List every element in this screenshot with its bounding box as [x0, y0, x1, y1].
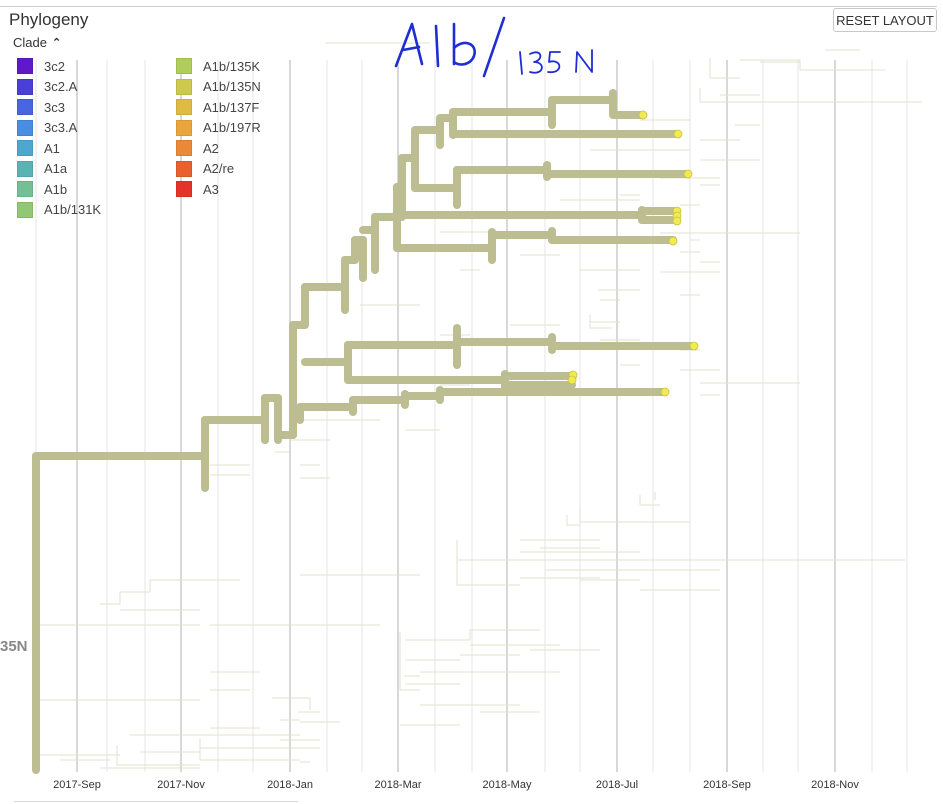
faded-branch[interactable]	[460, 251, 720, 273]
axis-tick-label: 2017-Nov	[157, 779, 205, 791]
selected-branch[interactable]	[341, 236, 359, 264]
faded-branch[interactable]	[709, 49, 885, 79]
faded-branch[interactable]	[399, 629, 600, 691]
faded-branch[interactable]	[699, 88, 922, 103]
tip-node[interactable]	[689, 341, 699, 351]
tip-node[interactable]	[672, 216, 682, 226]
tip-node[interactable]	[567, 375, 577, 385]
legend-swatch	[176, 160, 192, 177]
legend-item[interactable]: A3	[176, 180, 219, 198]
legend-item[interactable]: A1	[17, 139, 60, 157]
legend-swatch	[176, 119, 192, 136]
clade-toggle-label: Clade	[13, 35, 47, 50]
faded-branch[interactable]	[100, 574, 720, 611]
legend-label: A1b	[44, 181, 68, 197]
legend-swatch	[176, 140, 192, 156]
legend-label: A1b/135K	[203, 58, 261, 74]
legend-swatch	[17, 201, 33, 218]
legend-swatch	[17, 160, 33, 177]
legend-item[interactable]: A2	[176, 139, 219, 157]
legend-swatch	[176, 99, 192, 115]
tip-node[interactable]	[660, 387, 670, 397]
axis-tick-label: 2017-Sep	[53, 779, 101, 791]
selected-branch[interactable]	[289, 283, 309, 329]
legend-item[interactable]: 3c3	[17, 98, 65, 116]
axis-tick-label: 2018-Nov	[811, 779, 859, 791]
legend-label: 3c2	[44, 58, 65, 74]
faded-branch[interactable]	[40, 738, 320, 766]
faded-branch[interactable]	[400, 704, 540, 726]
legend-label: A1	[44, 140, 60, 156]
axis-tick-label: 2018-Jul	[595, 779, 639, 791]
faded-branch[interactable]	[404, 654, 560, 685]
faded-branch[interactable]	[210, 451, 330, 479]
tip-node[interactable]	[673, 129, 683, 139]
faded-branch[interactable]	[40, 624, 380, 701]
tip-node[interactable]	[683, 169, 693, 179]
axis-tick-label: 2018-Mar	[374, 779, 422, 791]
bottom-border	[14, 801, 298, 802]
legend-item[interactable]: A1b/137F	[176, 98, 259, 116]
legend-label: 3c2.A	[44, 79, 78, 94]
legend-swatch	[17, 78, 33, 95]
legend-item[interactable]: A1b/131K	[17, 201, 101, 219]
legend-label: A3	[203, 181, 219, 197]
legend-swatch	[17, 140, 33, 156]
legend-label: 3c3	[44, 99, 65, 115]
axis-tick-label: 2018-May	[482, 779, 532, 791]
legend-label: A1a	[44, 161, 68, 176]
legend-item[interactable]: A1b/135N	[176, 78, 261, 96]
legend-item[interactable]: A2/re	[176, 160, 234, 178]
panel-title: Phylogeny	[9, 10, 89, 29]
legend-swatch	[176, 58, 192, 74]
axis-tick-label: 2018-Sep	[703, 779, 751, 791]
legend-item[interactable]: A1a	[17, 160, 67, 178]
selected-branch[interactable]	[32, 452, 209, 774]
faded-branch[interactable]	[456, 539, 640, 586]
legend-item[interactable]: 3c3.A	[17, 119, 77, 137]
faded-branch[interactable]	[590, 149, 760, 186]
legend-label: A1b/197R	[203, 120, 261, 135]
legend-item[interactable]: A1b/197R	[176, 119, 261, 137]
legend-label: A1b/131K	[44, 202, 102, 217]
faded-branch[interactable]	[290, 409, 440, 441]
legend-swatch	[176, 78, 192, 95]
legend-swatch	[17, 99, 33, 115]
legend-label: A2	[203, 140, 219, 156]
faded-branch[interactable]	[440, 364, 800, 396]
faded-branch[interactable]	[130, 734, 320, 763]
faded-branch[interactable]	[566, 492, 720, 526]
legend-swatch	[17, 119, 33, 136]
top-border	[0, 6, 937, 7]
selected-branch[interactable]	[201, 416, 269, 444]
legend-item[interactable]: A1b	[17, 180, 67, 198]
legend-label: A1b/135N	[203, 79, 261, 94]
faded-branch[interactable]	[360, 289, 700, 306]
legend-item[interactable]: A1b/135K	[176, 57, 260, 75]
legend-label: A2/re	[203, 161, 235, 176]
legend-item[interactable]: 3c2	[17, 57, 65, 75]
legend-label: A1b/137F	[203, 99, 260, 115]
clade-legend: 3c2 3c2.A 3c3 3c3.A A1 A1a A1b A1b/131K A1b/135K…	[17, 57, 277, 227]
faded-branch[interactable]	[60, 759, 200, 769]
tip-node[interactable]	[638, 110, 648, 120]
faded-branch[interactable]	[457, 559, 905, 581]
side-clade-label: 35N	[0, 638, 28, 655]
clade-toggle[interactable]: Clade ⌃	[13, 35, 61, 50]
faded-branch[interactable]	[440, 231, 800, 241]
tip-node[interactable]	[668, 236, 678, 246]
legend-swatch	[176, 181, 192, 197]
faded-branch[interactable]	[560, 194, 700, 213]
legend-swatch	[17, 181, 33, 197]
reset-layout-button[interactable]: RESET LAYOUT	[833, 8, 937, 32]
axis-tick-label: 2018-Jan	[267, 779, 313, 791]
faded-branch[interactable]	[640, 119, 760, 141]
legend-label: 3c3.A	[44, 120, 78, 135]
handwritten-annotation	[394, 16, 593, 78]
faded-branch[interactable]	[210, 697, 340, 729]
legend-item[interactable]: 3c2.A	[17, 78, 77, 96]
chevron-up-icon: ⌃	[51, 37, 62, 49]
legend-swatch	[17, 58, 33, 74]
